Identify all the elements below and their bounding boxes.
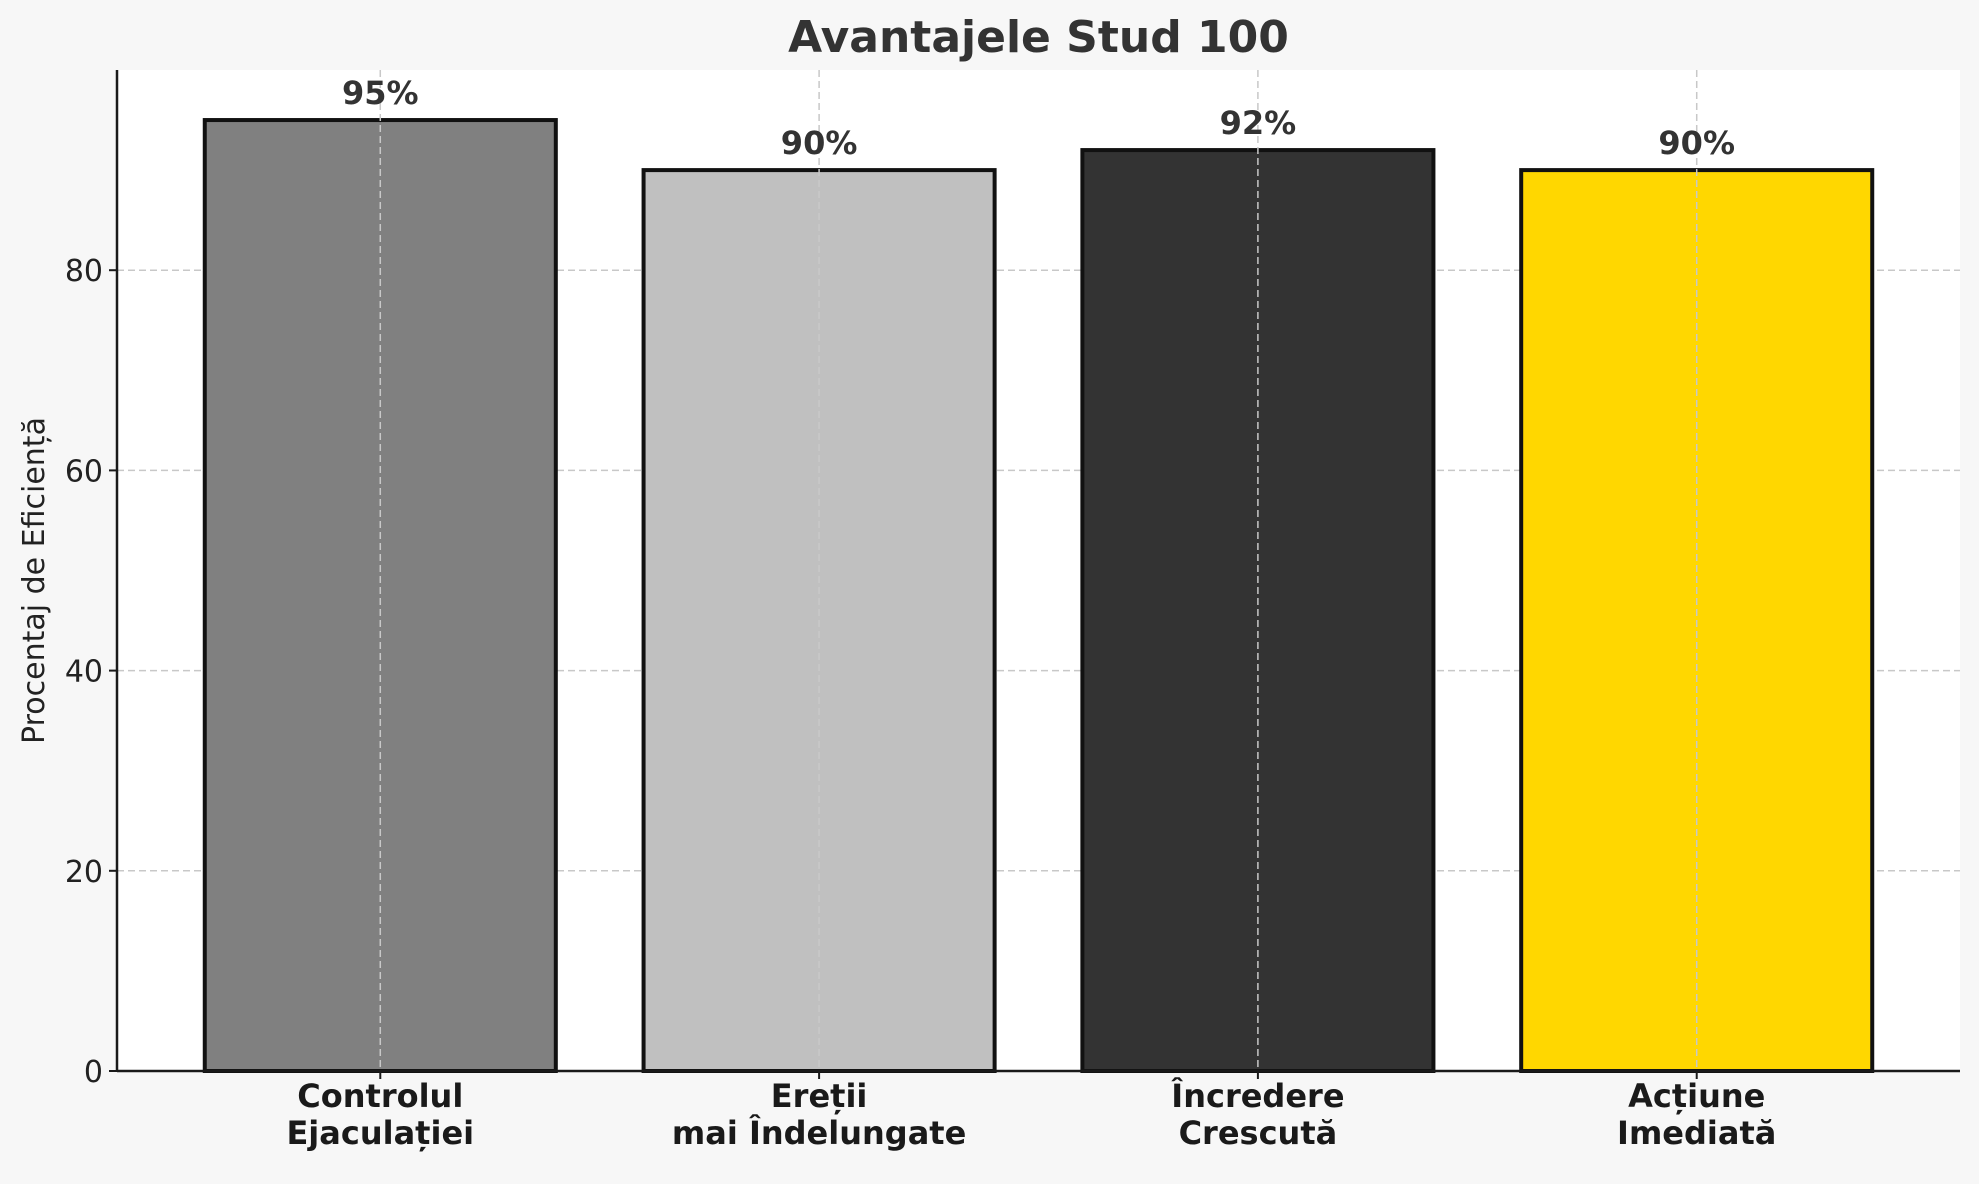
x-category-label: Încredere bbox=[1171, 1077, 1344, 1115]
y-tick-label: 80 bbox=[65, 254, 103, 289]
x-category-label: mai Îndelungate bbox=[672, 1114, 966, 1152]
bar-value-label: 90% bbox=[1658, 124, 1735, 162]
x-category-label: Ereții bbox=[771, 1077, 868, 1115]
chart-title: Avantajele Stud 100 bbox=[788, 12, 1289, 63]
x-category-label: Ejaculației bbox=[286, 1114, 474, 1152]
y-tick-label: 40 bbox=[65, 655, 103, 690]
y-axis-label: Procentaj de Eficiență bbox=[17, 417, 52, 744]
x-category-label: Crescută bbox=[1179, 1114, 1338, 1152]
vertical-grid-lines bbox=[379, 70, 1698, 1071]
y-tick-label: 20 bbox=[65, 855, 103, 890]
x-category-label: Controlul bbox=[297, 1077, 463, 1115]
y-tick-label: 60 bbox=[65, 454, 103, 489]
bar-value-label: 92% bbox=[1220, 104, 1297, 142]
axes bbox=[109, 70, 1960, 1079]
x-category-label: Acțiune bbox=[1628, 1077, 1765, 1115]
bar-value-label: 90% bbox=[781, 124, 858, 162]
x-category-label: Imediată bbox=[1617, 1114, 1776, 1152]
bar-value-label: 95% bbox=[342, 74, 419, 112]
y-tick-label: 0 bbox=[84, 1055, 103, 1090]
